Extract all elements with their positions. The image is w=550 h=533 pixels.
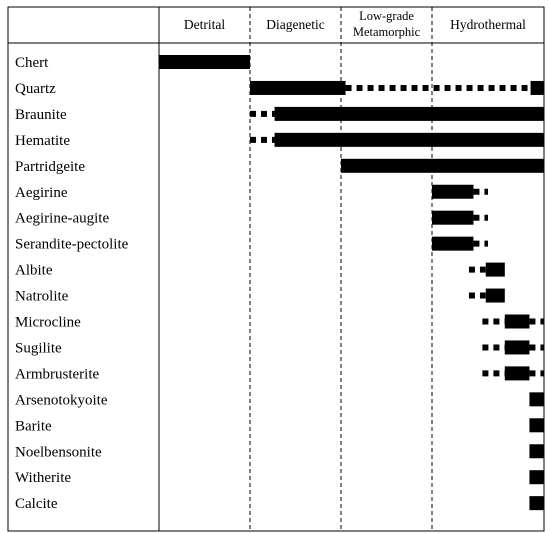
mineral-label-aegirine: Aegirine bbox=[15, 185, 68, 201]
bar-row-quartz bbox=[250, 80, 544, 95]
solid-bar bbox=[530, 80, 544, 95]
mineral-bars bbox=[159, 55, 544, 511]
solid-bar bbox=[529, 418, 544, 433]
stage-headers: Detrital Diagenetic Low-grade Metamorphic Hy… bbox=[184, 9, 526, 39]
mineral-label-natrolite: Natrolite bbox=[15, 289, 69, 305]
bar-row-aegirine-augite bbox=[432, 210, 488, 225]
mineral-label-sugilite: Sugilite bbox=[15, 340, 62, 356]
bar-row-microcline bbox=[482, 314, 544, 329]
solid-bar bbox=[250, 80, 346, 95]
solid-bar bbox=[504, 340, 530, 355]
bar-row-chert bbox=[159, 55, 250, 69]
stage-header-hydrothermal: Hydrothermal bbox=[450, 17, 526, 32]
bar-row-barite bbox=[529, 418, 544, 433]
stage-header-label: Detrital bbox=[184, 17, 225, 32]
solid-bar bbox=[529, 444, 544, 459]
bar-row-aegirine bbox=[432, 184, 488, 199]
solid-bar bbox=[432, 210, 474, 225]
bar-row-serandite-pectolite bbox=[432, 236, 488, 251]
mineral-label-serandite-pectolite: Serandite-pectolite bbox=[15, 237, 129, 253]
stage-header-low-grade-metamorphic: Low-grade Metamorphic bbox=[353, 9, 421, 39]
mineral-labels: Chert Quartz Braunite Hematite Partridgeite A… bbox=[15, 55, 129, 512]
mineral-label-calcite: Calcite bbox=[15, 496, 58, 512]
solid-bar bbox=[159, 55, 250, 69]
mineral-label-barite: Barite bbox=[15, 418, 52, 434]
bar-row-albite bbox=[468, 262, 505, 277]
bar-row-braunite bbox=[250, 106, 544, 121]
bar-row-noelbensonite bbox=[529, 444, 544, 459]
bar-row-natrolite bbox=[468, 288, 505, 303]
mineral-label-microcline: Microcline bbox=[15, 315, 81, 331]
mineral-label-partridgeite: Partridgeite bbox=[15, 159, 85, 175]
bar-row-hematite bbox=[250, 132, 544, 147]
solid-bar bbox=[529, 496, 544, 511]
stage-header-label: Diagenetic bbox=[266, 17, 324, 32]
stage-header-diagenetic: Diagenetic bbox=[266, 17, 324, 32]
bar-row-partridgeite bbox=[341, 158, 544, 173]
solid-bar bbox=[529, 392, 544, 407]
stage-header-label: Hydrothermal bbox=[450, 17, 526, 32]
mineral-label-albite: Albite bbox=[15, 263, 53, 279]
solid-bar bbox=[432, 236, 474, 251]
mineral-label-arsenotokyoite: Arsenotokyoite bbox=[15, 392, 108, 408]
stage-header-detrital: Detrital bbox=[184, 17, 225, 32]
stage-header-label: Low-grade bbox=[359, 9, 414, 23]
solid-bar bbox=[504, 366, 530, 381]
mineral-label-aegirine-augite: Aegirine-augite bbox=[15, 211, 109, 227]
mineral-label-chert: Chert bbox=[15, 55, 49, 71]
solid-bar bbox=[274, 132, 544, 147]
bar-row-arsenotokyoite bbox=[529, 392, 544, 407]
mineral-label-hematite: Hematite bbox=[15, 133, 70, 149]
bar-row-sugilite bbox=[482, 340, 544, 355]
mineral-label-braunite: Braunite bbox=[15, 107, 67, 123]
diagram-frame bbox=[7, 6, 545, 532]
bar-row-calcite bbox=[529, 496, 544, 511]
solid-bar bbox=[432, 184, 474, 199]
stage-header-label: Metamorphic bbox=[353, 25, 421, 39]
solid-bar bbox=[341, 158, 544, 173]
bar-row-witherite bbox=[529, 470, 544, 485]
mineral-label-noelbensonite: Noelbensonite bbox=[15, 444, 102, 460]
solid-bar bbox=[485, 288, 505, 303]
mineral-label-witherite: Witherite bbox=[15, 470, 71, 486]
mineral-label-quartz: Quartz bbox=[15, 81, 56, 97]
solid-bar bbox=[504, 314, 530, 329]
solid-bar bbox=[529, 470, 544, 485]
mineral-label-armbrusterite: Armbrusterite bbox=[15, 366, 99, 382]
solid-bar bbox=[485, 262, 505, 277]
solid-bar bbox=[274, 106, 544, 121]
bar-row-armbrusterite bbox=[482, 366, 544, 381]
outer-border bbox=[7, 6, 545, 532]
